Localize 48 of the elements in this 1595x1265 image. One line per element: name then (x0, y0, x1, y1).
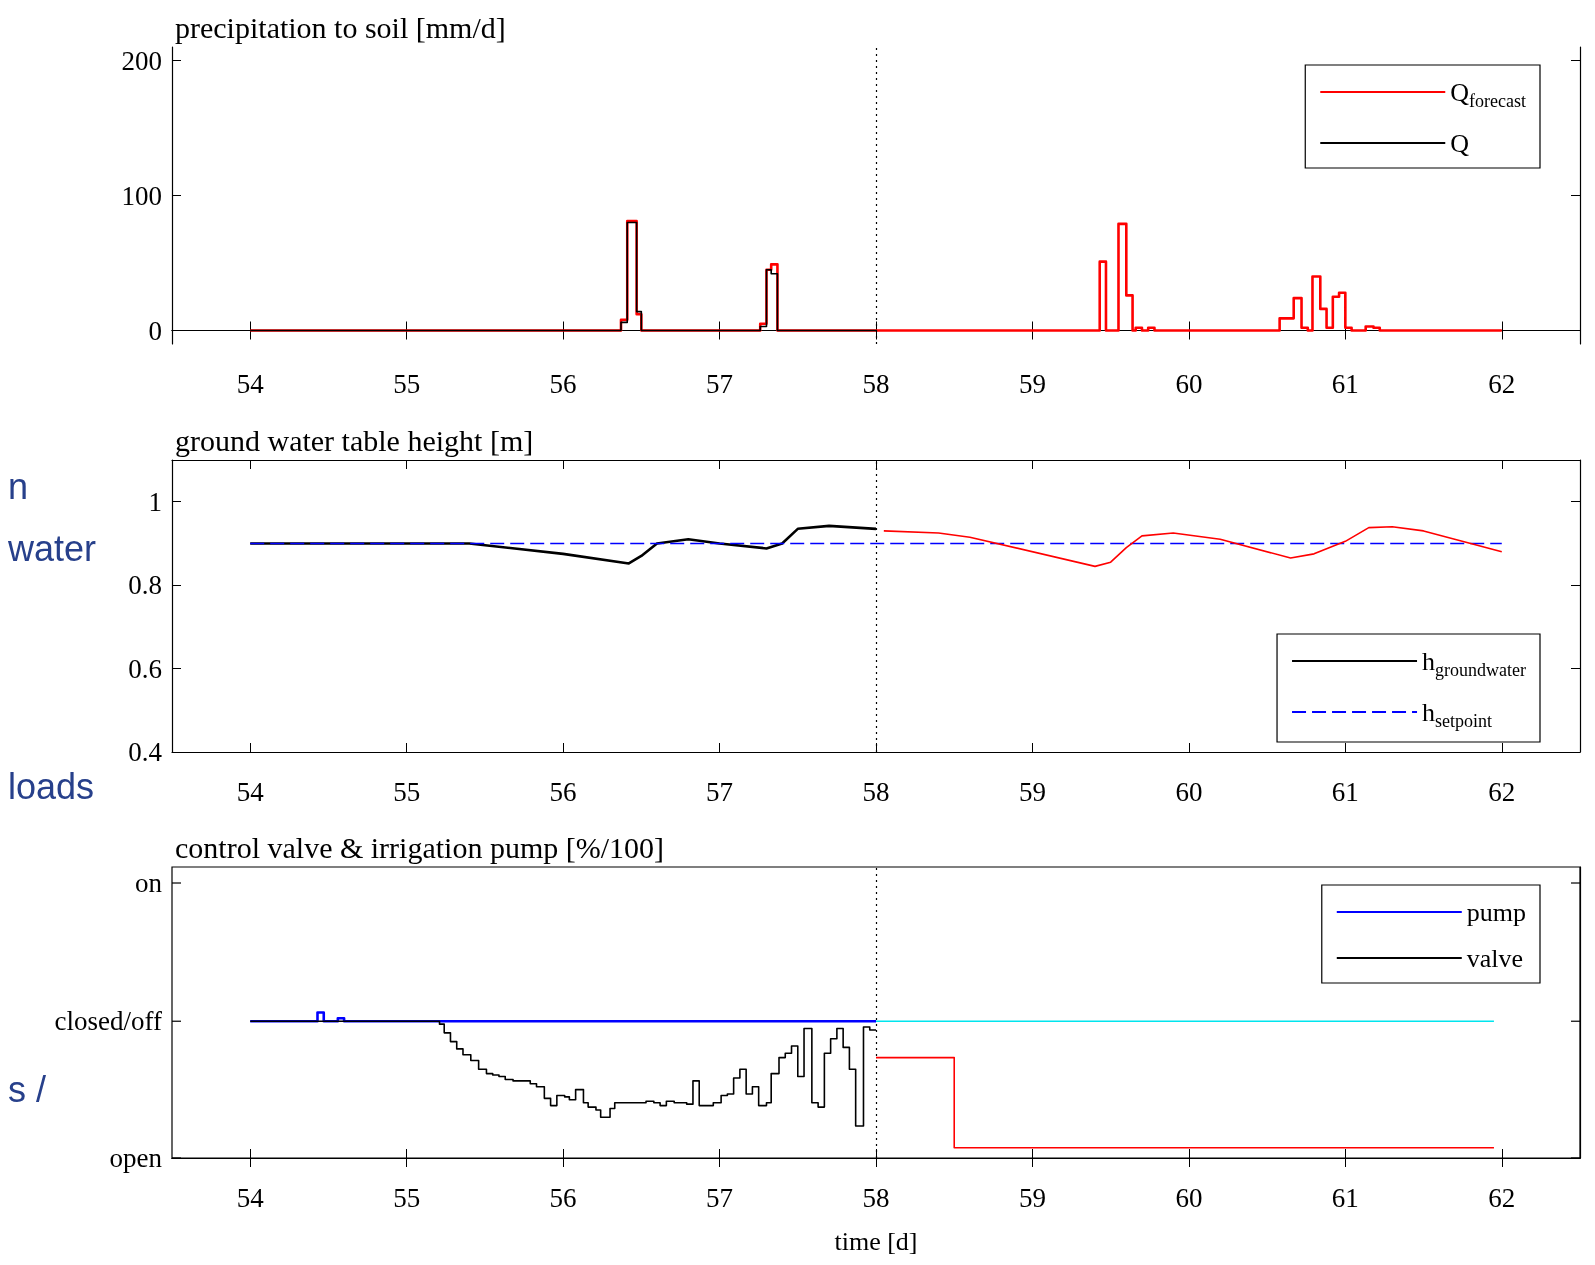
y-tick-label: 1 (148, 486, 162, 517)
x-tick-label: 61 (1331, 776, 1359, 807)
x-tick-label: 54 (236, 368, 265, 399)
legend-label: Q (1450, 128, 1470, 158)
x-tick-label: 60 (1175, 368, 1203, 399)
x-axis-title: time [d] (834, 1226, 918, 1256)
x-tick-label: 59 (1018, 1182, 1046, 1213)
text: water (7, 527, 97, 569)
y-tick-label: 0.8 (128, 570, 162, 601)
x-tick-label: 57 (706, 1182, 734, 1213)
x-tick-label: 58 (862, 1182, 890, 1213)
x-tick-label: 56 (549, 1182, 577, 1213)
x-tick-label: 59 (1018, 776, 1046, 807)
y-tick-label: 200 (121, 45, 162, 76)
y-tick-label: 100 (121, 180, 162, 211)
x-tick-label: 56 (549, 368, 577, 399)
x-tick-label: 58 (862, 776, 890, 807)
y-tick-label: 0.4 (128, 737, 163, 767)
x-tick-label: 55 (393, 1182, 421, 1213)
x-tick-label: 57 (706, 368, 734, 399)
x-tick-label: 62 (1488, 1182, 1516, 1213)
x-tick-label: 60 (1175, 776, 1203, 807)
text: open (109, 1143, 163, 1173)
y-tick-label: 0 (148, 315, 162, 346)
x-tick-label: 60 (1175, 1182, 1203, 1213)
legend-label: pump (1466, 897, 1527, 927)
chart-title: precipitation to soil [mm/d] (175, 10, 506, 44)
y-tick-label: 0.6 (128, 653, 162, 684)
text: n (8, 465, 29, 507)
x-tick-label: 54 (236, 1182, 265, 1213)
text: closed/off (54, 1006, 162, 1037)
x-tick-label: 59 (1018, 368, 1046, 399)
legend-label: valve (1466, 943, 1524, 973)
x-tick-label: 61 (1331, 368, 1359, 399)
text: s / (8, 1068, 47, 1110)
text: loads (8, 765, 95, 807)
x-tick-label: 54 (236, 776, 265, 807)
x-tick-label: 58 (862, 368, 890, 399)
x-tick-label: 61 (1331, 1182, 1359, 1213)
x-tick-label: 62 (1488, 368, 1516, 399)
x-tick-label: 62 (1488, 776, 1516, 807)
chart-title: control valve & irrigation pump [%/100] (175, 830, 665, 864)
x-tick-label: 56 (549, 776, 577, 807)
chart-title: ground water table height [m] (175, 423, 534, 457)
text: on (135, 868, 163, 899)
x-tick-label: 55 (393, 368, 421, 399)
x-tick-label: 55 (393, 776, 421, 807)
x-tick-label: 57 (706, 776, 734, 807)
